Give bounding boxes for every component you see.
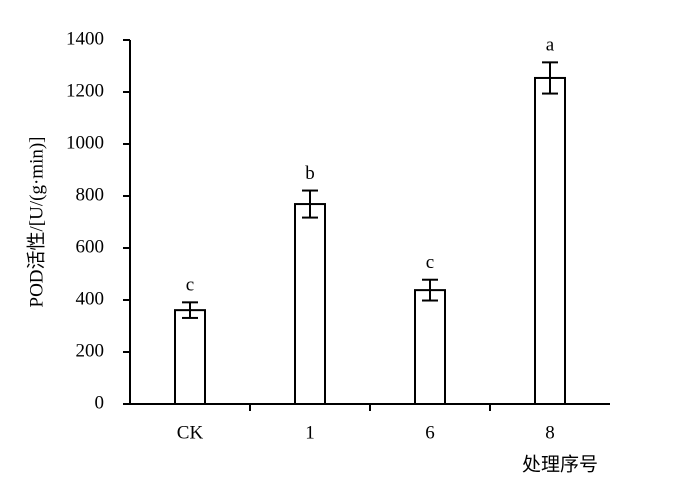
x-tick-label: 1 — [305, 422, 315, 443]
significance-letter: a — [546, 35, 555, 56]
error-bar — [302, 189, 318, 219]
y-tick-label: 600 — [76, 236, 105, 257]
error-bar — [182, 301, 198, 319]
bar — [534, 76, 566, 406]
y-tick-label: 800 — [76, 184, 105, 205]
significance-letter: b — [305, 163, 315, 184]
y-tick-label: 1000 — [66, 132, 104, 153]
y-tick-label: 0 — [95, 392, 105, 413]
y-tick-label: 200 — [76, 340, 105, 361]
bar — [414, 289, 446, 405]
y-axis-label: POD活性/[U/(g·min)] — [25, 137, 47, 308]
y-tick-label: 1400 — [66, 28, 104, 49]
x-tick-label: 6 — [425, 422, 435, 443]
significance-letter: c — [186, 275, 194, 296]
error-bar — [542, 61, 558, 95]
bar — [174, 309, 206, 406]
y-tick-label: 400 — [76, 288, 105, 309]
significance-letter: c — [426, 252, 434, 273]
x-tick-label: CK — [177, 422, 204, 443]
bar — [294, 203, 326, 405]
x-tick-label: 8 — [545, 422, 555, 443]
error-bar — [422, 278, 438, 302]
x-axis-label: 处理序号 — [522, 453, 598, 475]
y-tick-label: 1200 — [66, 80, 104, 101]
